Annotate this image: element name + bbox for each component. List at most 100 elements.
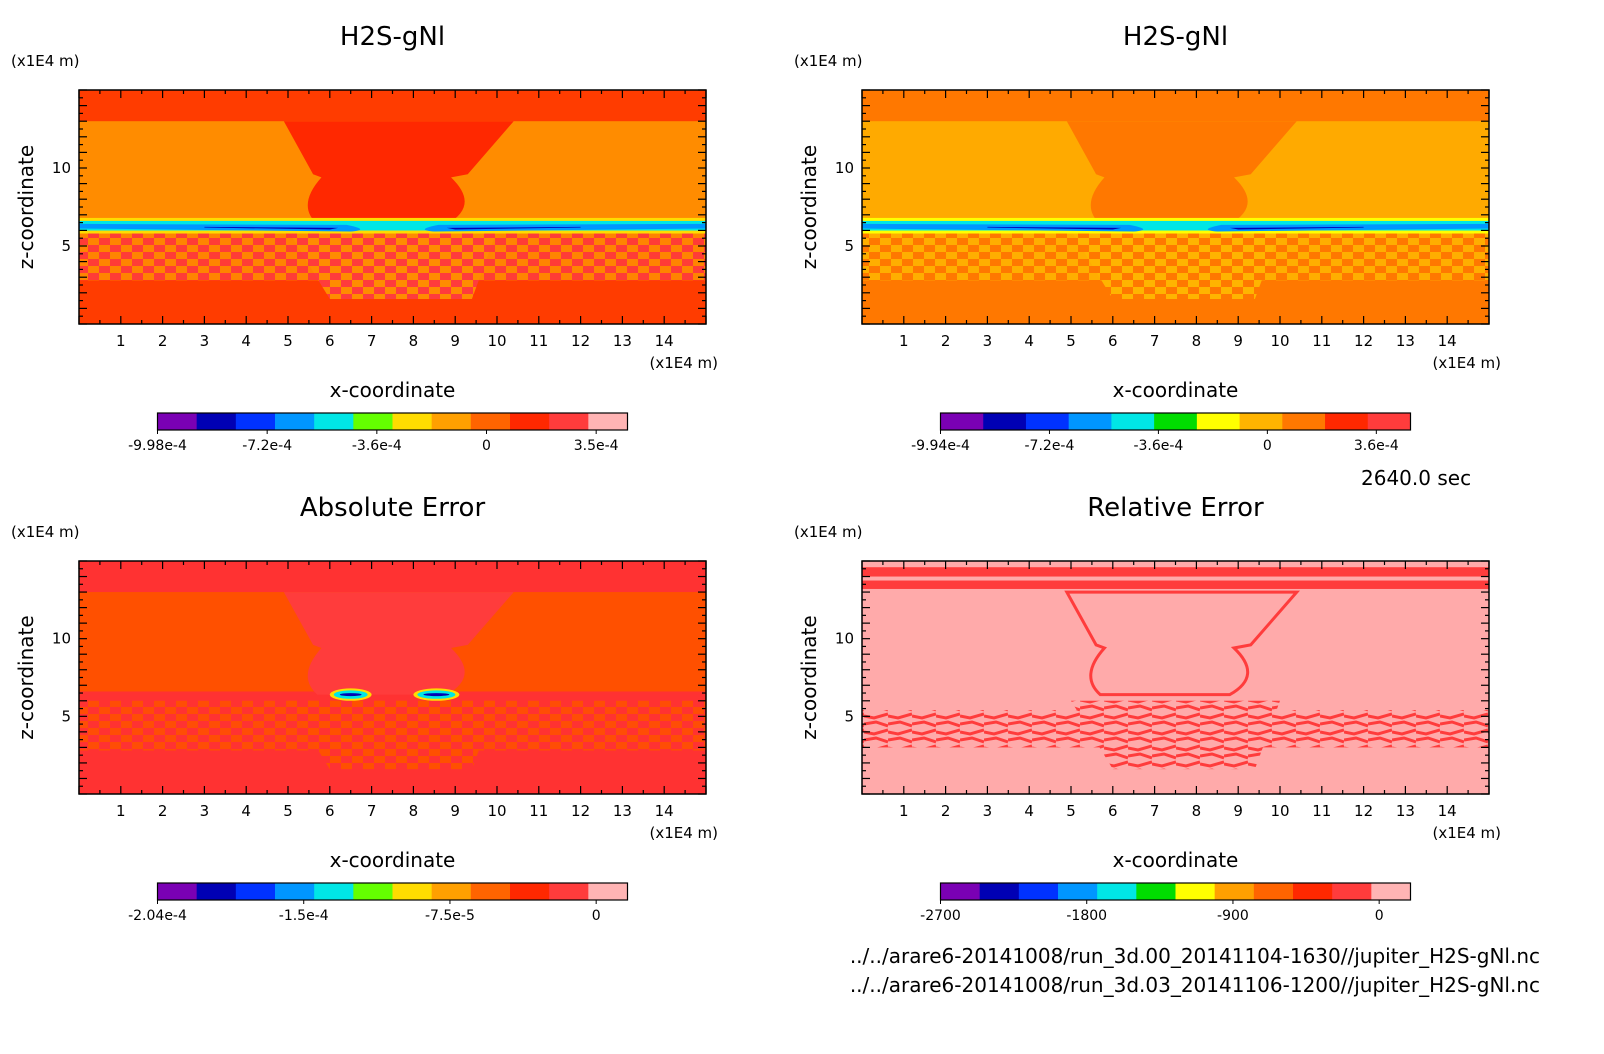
- x-tick-label: 10: [487, 332, 506, 350]
- y-tick-label: 10: [835, 159, 854, 177]
- colorbar-swatch: [588, 413, 628, 430]
- axis-ticks: [861, 89, 1490, 325]
- colorbar-frame: [156, 882, 629, 901]
- colorbar-swatch: [1154, 413, 1198, 430]
- footer-file-path-1: ../../arare6-20141008/run_3d.00_20141104…: [849, 944, 1540, 968]
- colorbar-swatch: [940, 413, 984, 430]
- x-tick-label: 2: [158, 802, 168, 820]
- jet-core-right: [1229, 226, 1364, 230]
- x-tick-label: 10: [487, 802, 506, 820]
- colorbar-swatch: [196, 413, 237, 430]
- x-tick-label: 3: [983, 332, 993, 350]
- jet-core-right: [446, 226, 581, 230]
- x-tick-label: 3: [983, 802, 993, 820]
- axis-ticks: [78, 89, 707, 325]
- field-plume: [283, 592, 514, 695]
- colorbar-swatch: [983, 413, 1027, 430]
- chart-title: H2S-gNl: [1123, 22, 1228, 52]
- colorbar-swatch: [235, 883, 276, 900]
- x-tick-label: 6: [325, 802, 335, 820]
- x-tick-label: 13: [613, 332, 632, 350]
- x-tick-label: 8: [1192, 332, 1202, 350]
- colorbar-swatch: [940, 883, 981, 900]
- colorbar-swatch: [314, 883, 354, 900]
- x-unit-label: (x1E4 m): [1432, 824, 1501, 842]
- x-tick-label: 12: [571, 802, 590, 820]
- colorbar-tick-label: -3.6e-4: [1133, 438, 1183, 454]
- x-tick-label: 12: [1354, 332, 1373, 350]
- colorbar-swatch: [1018, 883, 1059, 900]
- error-jet-core: [423, 693, 450, 697]
- heatmap-field: [862, 90, 1489, 324]
- colorbar: -2.04e-4 -1.5e-4 -7.5e-5 0: [128, 882, 629, 924]
- x-axis-label: x-coordinate: [330, 378, 456, 402]
- y-tick-label: 5: [844, 707, 854, 725]
- colorbar-swatch: [275, 883, 315, 900]
- x-tick-label: 2: [941, 802, 951, 820]
- colorbar-frame: [156, 412, 629, 431]
- error-jet-core: [339, 693, 362, 697]
- x-tick-label: 14: [655, 802, 674, 820]
- y-axis-label: z-coordinate: [14, 615, 38, 739]
- x-axis-label: x-coordinate: [1113, 848, 1239, 872]
- colorbar-swatch: [196, 883, 237, 900]
- colorbar-swatch: [392, 413, 433, 430]
- colorbar-swatch: [353, 883, 393, 900]
- chart-title: H2S-gNl: [340, 22, 445, 52]
- colorbar-swatch: [314, 413, 354, 430]
- colorbar-swatch: [1325, 413, 1369, 430]
- field-top-stripe-gap: [862, 576, 1489, 581]
- x-tick-label: 6: [1108, 802, 1118, 820]
- x-tick-label: 7: [1150, 802, 1160, 820]
- x-tick-label: 7: [1150, 332, 1160, 350]
- y-tick-label: 10: [52, 630, 71, 648]
- y-tick-label: 10: [835, 630, 854, 648]
- time-label: 2640.0 sec: [1361, 466, 1472, 490]
- colorbar-tick-label: 0: [1263, 438, 1272, 454]
- colorbar-swatch: [1058, 883, 1098, 900]
- jet-band-mid: [862, 220, 1489, 231]
- x-tick-label: 1: [116, 802, 126, 820]
- colorbar-swatch: [549, 413, 589, 430]
- colorbar-swatch: [392, 883, 433, 900]
- chart-title: Absolute Error: [300, 493, 486, 523]
- colorbar-swatch: [1025, 413, 1070, 430]
- colorbar-tick-label: 0: [592, 908, 601, 924]
- field-plume: [1064, 590, 1301, 697]
- field-lower-core: [288, 700, 497, 770]
- chart-title: Relative Error: [1087, 493, 1264, 523]
- x-tick-label: 8: [409, 802, 419, 820]
- x-tick-label: 9: [1233, 802, 1243, 820]
- x-tick-label: 1: [899, 802, 909, 820]
- x-tick-label: 4: [241, 802, 251, 820]
- y-axis-label: z-coordinate: [797, 615, 821, 739]
- colorbar-swatch: [235, 413, 276, 430]
- x-tick-label: 13: [1396, 332, 1415, 350]
- colorbar-swatch: [549, 883, 589, 900]
- y-tick-label: 5: [61, 237, 71, 255]
- colorbar-swatch: [510, 413, 550, 430]
- heatmap-field: [862, 561, 1489, 794]
- colorbar-swatch: [1371, 883, 1411, 900]
- field-lower-core: [1071, 700, 1280, 770]
- colorbar-tick-label: -7.2e-4: [1025, 438, 1075, 454]
- x-tick-label: 8: [409, 332, 419, 350]
- x-tick-label: 10: [1270, 802, 1289, 820]
- x-tick-label: 11: [529, 802, 548, 820]
- y-tick-label: 5: [844, 237, 854, 255]
- x-tick-label: 3: [200, 802, 210, 820]
- colorbar-swatch: [588, 883, 628, 900]
- colorbar-swatch: [431, 413, 472, 430]
- field-lower-core: [1071, 230, 1280, 300]
- x-tick-label: 4: [1024, 802, 1034, 820]
- colorbar-swatch: [1136, 883, 1176, 900]
- x-tick-label: 2: [941, 332, 951, 350]
- colorbar-frame: [939, 882, 1412, 901]
- x-tick-label: 6: [1108, 332, 1118, 350]
- x-tick-label: 4: [241, 332, 251, 350]
- colorbar-swatch: [1068, 413, 1112, 430]
- colorbar-swatch: [1282, 413, 1326, 430]
